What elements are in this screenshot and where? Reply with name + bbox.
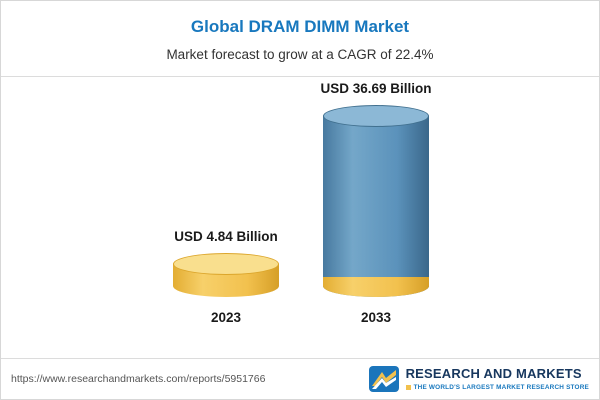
chart-title: Global DRAM DIMM Market (190, 17, 410, 36)
bar-chart: USD 4.84 Billion USD 36.69 Billion 2023 … (1, 77, 599, 349)
value-label-2023: USD 4.84 Billion (174, 228, 278, 244)
axis-label-2023: 2023 (210, 310, 242, 325)
logo-text-block: RESEARCH AND MARKETS THE WORLD'S LARGEST… (405, 366, 589, 391)
axis-label-2033: 2033 (360, 310, 392, 325)
logo-name: RESEARCH AND MARKETS (405, 366, 582, 382)
logo-tagline: THE WORLD'S LARGEST MARKET RESEARCH STOR… (413, 383, 589, 391)
chart-subtitle: Market forecast to grow at a CAGR of 22.… (166, 47, 434, 62)
bar-group-2023: USD 4.84 Billion (166, 229, 286, 297)
bar-2033 (323, 105, 429, 297)
report-url-link[interactable]: https://www.researchandmarkets.com/repor… (11, 373, 266, 385)
value-label-2033: USD 36.69 Billion (320, 81, 432, 96)
logo-tagline-row: THE WORLD'S LARGEST MARKET RESEARCH STOR… (405, 383, 589, 391)
chart-header: Global DRAM DIMM Market Market forecast … (1, 1, 599, 62)
bar-2023 (173, 252, 279, 297)
bar-group-2033: USD 36.69 Billion (316, 81, 436, 297)
bar-2033-body (323, 116, 429, 297)
logo-icon (368, 366, 399, 392)
bar-2033-gold-base (323, 277, 429, 297)
research-and-markets-logo: RESEARCH AND MARKETS THE WORLD'S LARGEST… (368, 366, 589, 392)
bar-2033-cap (323, 105, 429, 127)
tagline-accent-square (405, 384, 411, 390)
bar-2023-cap (173, 252, 279, 275)
footer: https://www.researchandmarkets.com/repor… (1, 358, 599, 399)
header-divider (1, 76, 599, 77)
